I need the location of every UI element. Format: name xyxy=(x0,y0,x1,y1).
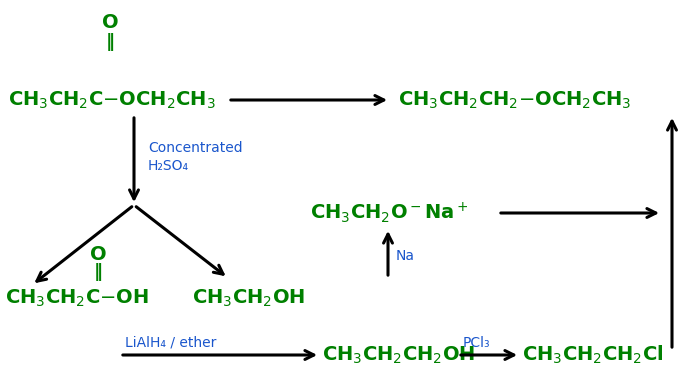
Text: CH$_3$CH$_2$C$-$OCH$_2$CH$_3$: CH$_3$CH$_2$C$-$OCH$_2$CH$_3$ xyxy=(8,89,216,111)
Text: ‖: ‖ xyxy=(106,33,115,51)
Text: CH$_3$CH$_2$C$-$OH: CH$_3$CH$_2$C$-$OH xyxy=(5,287,149,308)
Text: CH$_3$CH$_2$OH: CH$_3$CH$_2$OH xyxy=(192,287,305,308)
Text: O: O xyxy=(102,12,118,32)
Text: CH$_3$CH$_2$CH$_2$OH: CH$_3$CH$_2$CH$_2$OH xyxy=(322,344,475,366)
Text: PCl₃: PCl₃ xyxy=(463,336,491,350)
Text: CH$_3$CH$_2$CH$_2$$-$OCH$_2$CH$_3$: CH$_3$CH$_2$CH$_2$$-$OCH$_2$CH$_3$ xyxy=(398,89,631,111)
Text: H₂SO₄: H₂SO₄ xyxy=(148,159,189,173)
Text: ‖: ‖ xyxy=(94,263,102,281)
Text: O: O xyxy=(90,245,106,264)
Text: LiAlH₄ / ether: LiAlH₄ / ether xyxy=(125,336,216,350)
Text: Na: Na xyxy=(396,249,415,263)
Text: CH$_3$CH$_2$CH$_2$Cl: CH$_3$CH$_2$CH$_2$Cl xyxy=(522,344,664,366)
Text: CH$_3$CH$_2$O$^-$Na$^+$: CH$_3$CH$_2$O$^-$Na$^+$ xyxy=(310,201,468,225)
Text: Concentrated: Concentrated xyxy=(148,141,243,155)
